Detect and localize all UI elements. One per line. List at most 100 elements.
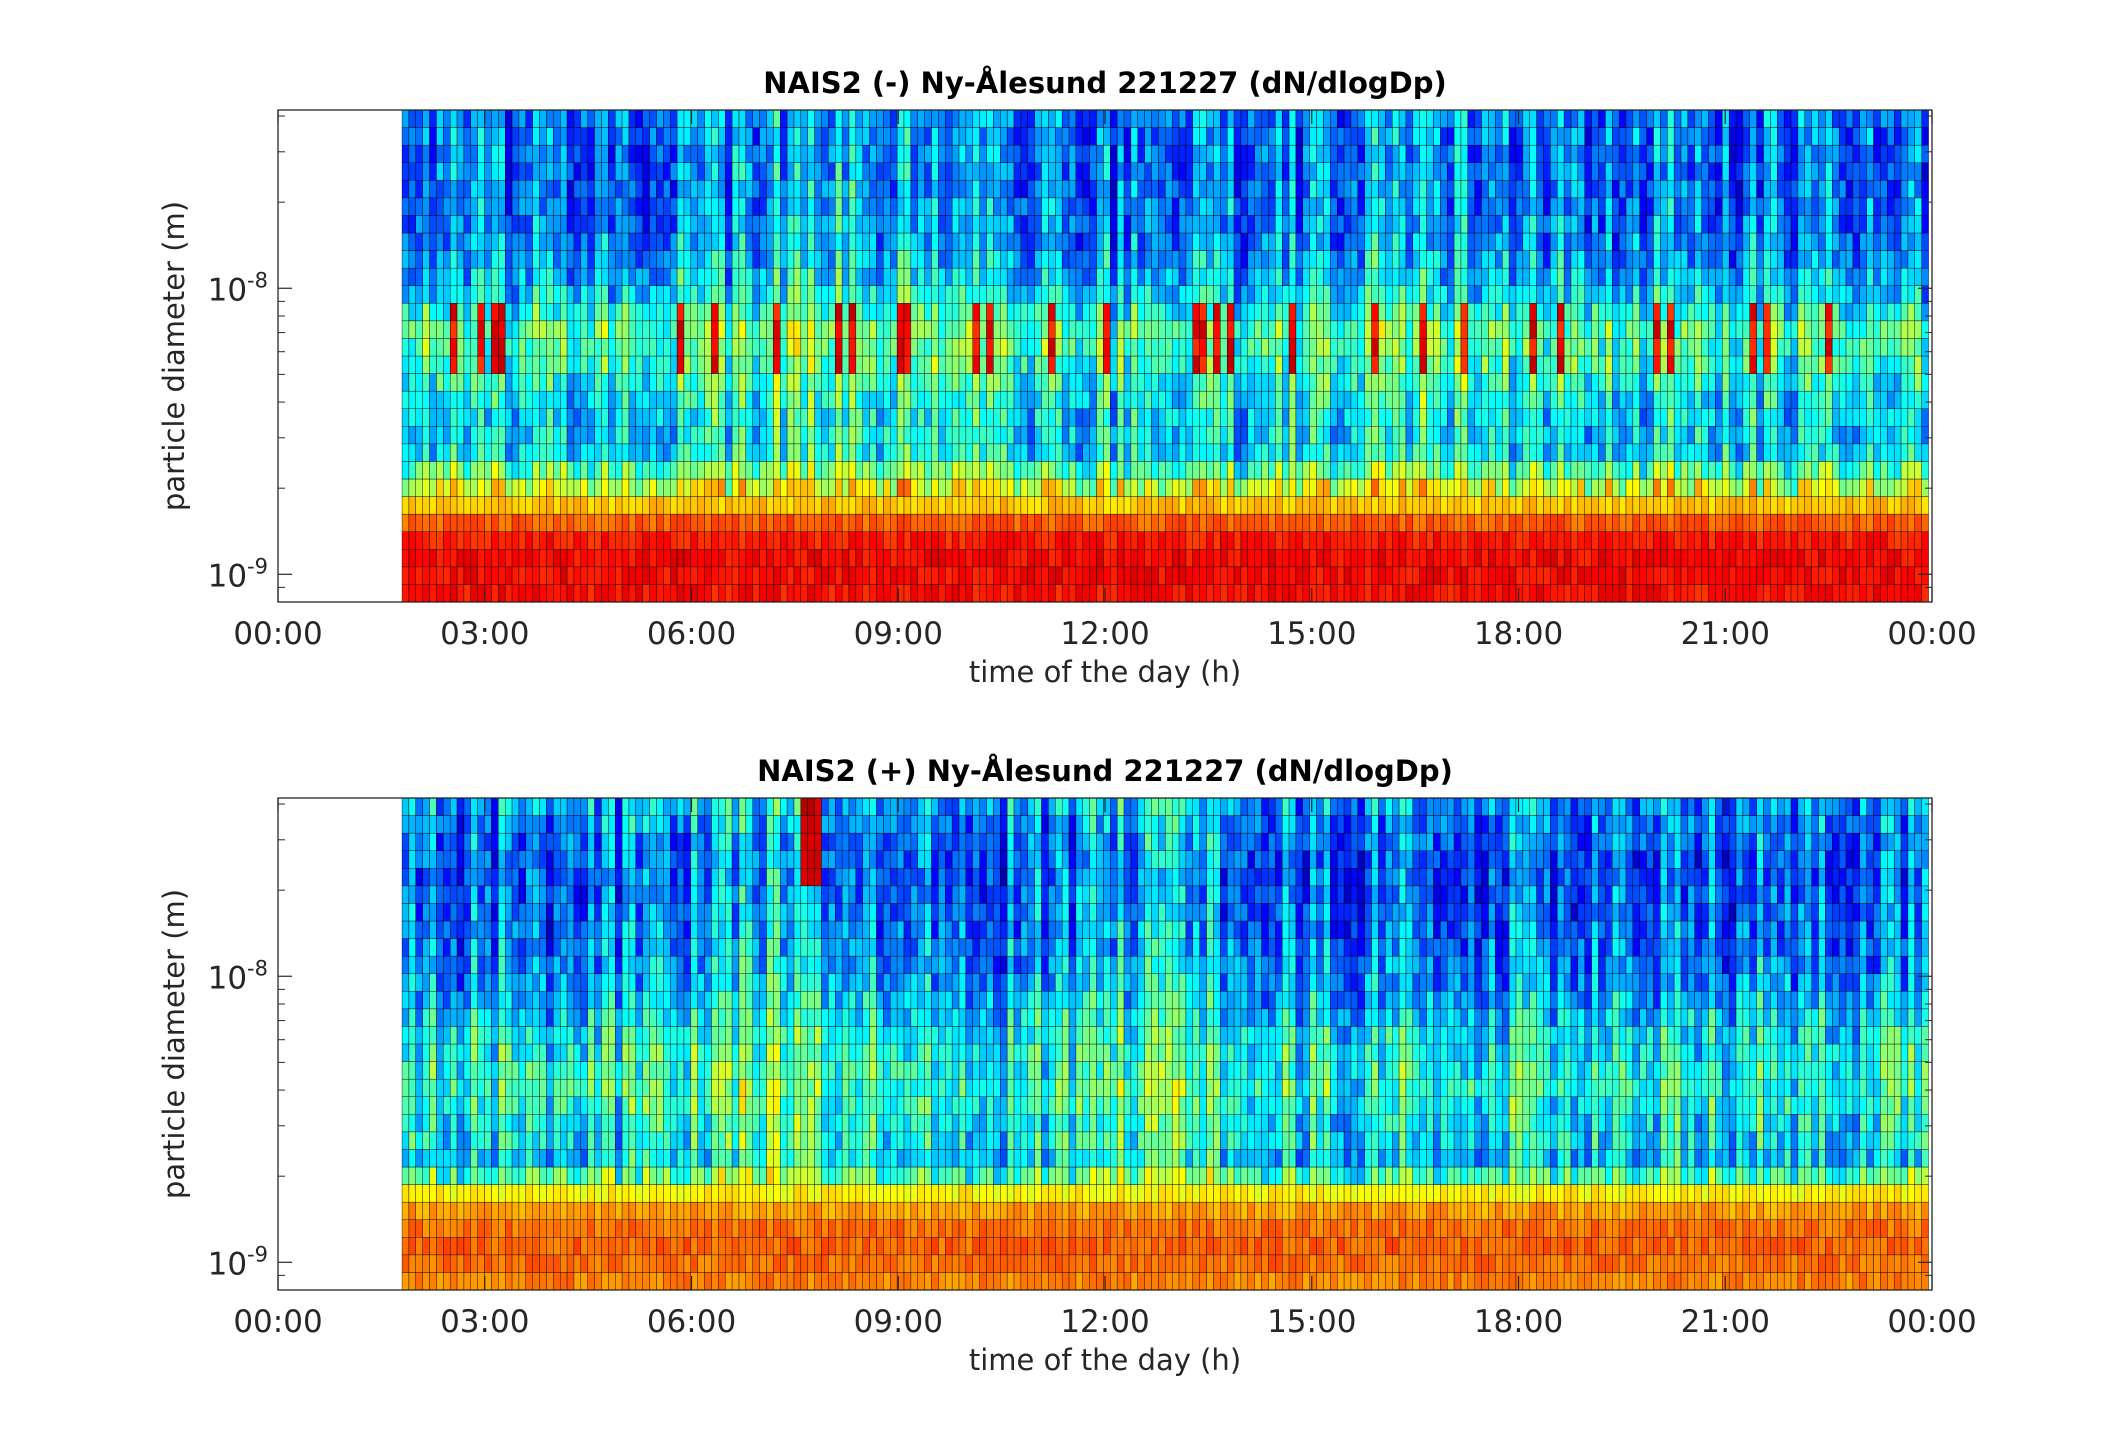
heatmap-cell xyxy=(959,128,966,146)
heatmap-cell xyxy=(835,479,842,497)
heatmap-cell xyxy=(1578,532,1585,550)
heatmap-cell xyxy=(643,426,650,444)
heatmap-cell xyxy=(512,497,519,515)
heatmap-cell xyxy=(1145,321,1152,339)
heatmap-cell xyxy=(1578,215,1585,233)
heatmap-cell xyxy=(911,461,918,479)
heatmap-cell xyxy=(1152,233,1159,251)
heatmap-cell xyxy=(952,374,959,392)
heatmap-cell xyxy=(821,567,828,585)
heatmap-cell xyxy=(1179,338,1186,356)
heatmap-cell xyxy=(1564,128,1571,146)
heatmap-cell xyxy=(1193,198,1200,216)
heatmap-cell xyxy=(925,514,932,532)
heatmap-cell xyxy=(1523,251,1530,269)
heatmap-cell xyxy=(1110,444,1117,462)
heatmap-cell xyxy=(491,567,498,585)
heatmap-cell xyxy=(1007,567,1014,585)
heatmap-cell xyxy=(925,356,932,374)
heatmap-cell xyxy=(1537,321,1544,339)
heatmap-cell xyxy=(1014,409,1021,427)
heatmap-cell xyxy=(918,497,925,515)
heatmap-cell xyxy=(1378,584,1385,602)
heatmap-cell xyxy=(1365,426,1372,444)
heatmap-cell xyxy=(629,180,636,198)
heatmap-cell xyxy=(1495,374,1502,392)
heatmap-cell xyxy=(938,180,945,198)
heatmap-cell xyxy=(856,303,863,321)
heatmap-cell xyxy=(553,356,560,374)
heatmap-cell xyxy=(656,461,663,479)
heatmap-cell xyxy=(684,497,691,515)
heatmap-cell xyxy=(973,128,980,146)
heatmap-cell xyxy=(656,374,663,392)
heatmap-cell xyxy=(1110,338,1117,356)
heatmap-cell xyxy=(1193,532,1200,550)
heatmap-cell xyxy=(1365,479,1372,497)
heatmap-cell xyxy=(1592,251,1599,269)
heatmap-cell xyxy=(842,461,849,479)
heatmap-cell xyxy=(1427,286,1434,304)
heatmap-cell xyxy=(1076,321,1083,339)
heatmap-cell xyxy=(808,584,815,602)
heatmap-cell xyxy=(1420,338,1427,356)
heatmap-cell xyxy=(1385,180,1392,198)
heatmap-cell xyxy=(1145,338,1152,356)
heatmap-cell xyxy=(1062,479,1069,497)
heatmap-cell xyxy=(897,180,904,198)
heatmap-cell xyxy=(670,584,677,602)
heatmap-cell xyxy=(436,215,443,233)
heatmap-cell xyxy=(1571,567,1578,585)
heatmap-cell xyxy=(636,549,643,567)
heatmap-cell xyxy=(1021,110,1028,128)
heatmap-cell xyxy=(588,549,595,567)
heatmap-cell xyxy=(1323,497,1330,515)
heatmap-cell xyxy=(1234,532,1241,550)
heatmap-cell xyxy=(1427,391,1434,409)
heatmap-cell xyxy=(1262,268,1269,286)
heatmap-cell xyxy=(601,163,608,181)
heatmap-cell xyxy=(877,198,884,216)
heatmap-cell xyxy=(1530,532,1537,550)
heatmap-cell xyxy=(691,145,698,163)
heatmap-cell xyxy=(1488,549,1495,567)
heatmap-cell xyxy=(1585,128,1592,146)
heatmap-cell xyxy=(739,426,746,444)
heatmap-cell xyxy=(966,110,973,128)
heatmap-cell xyxy=(766,163,773,181)
heatmap-cell xyxy=(471,268,478,286)
heatmap-cell xyxy=(478,215,485,233)
heatmap-cell xyxy=(512,268,519,286)
heatmap-cell xyxy=(491,268,498,286)
heatmap-cell xyxy=(1234,163,1241,181)
heatmap-cell xyxy=(1447,514,1454,532)
heatmap-cell xyxy=(595,514,602,532)
heatmap-cell xyxy=(801,215,808,233)
heatmap-cell xyxy=(1138,356,1145,374)
heatmap-cell xyxy=(945,426,952,444)
heatmap-cell xyxy=(987,180,994,198)
heatmap-cell xyxy=(808,145,815,163)
heatmap-cell xyxy=(1117,128,1124,146)
heatmap-cell xyxy=(1000,268,1007,286)
heatmap-cell xyxy=(650,321,657,339)
heatmap-cell xyxy=(1599,461,1606,479)
heatmap-cell xyxy=(993,338,1000,356)
heatmap-cell xyxy=(1220,479,1227,497)
heatmap-cell xyxy=(677,163,684,181)
heatmap-cell xyxy=(464,374,471,392)
heatmap-cell xyxy=(973,409,980,427)
heatmap-cell xyxy=(1550,374,1557,392)
heatmap-cell xyxy=(1509,233,1516,251)
heatmap-cell xyxy=(918,567,925,585)
heatmap-cell xyxy=(1000,180,1007,198)
heatmap-cell xyxy=(1337,549,1344,567)
heatmap-cell xyxy=(1103,286,1110,304)
heatmap-cell xyxy=(760,215,767,233)
heatmap-cell xyxy=(918,409,925,427)
heatmap-cell xyxy=(877,268,884,286)
heatmap-cell xyxy=(430,145,437,163)
heatmap-cell xyxy=(416,268,423,286)
heatmap-cell xyxy=(760,479,767,497)
heatmap-cell xyxy=(1069,180,1076,198)
